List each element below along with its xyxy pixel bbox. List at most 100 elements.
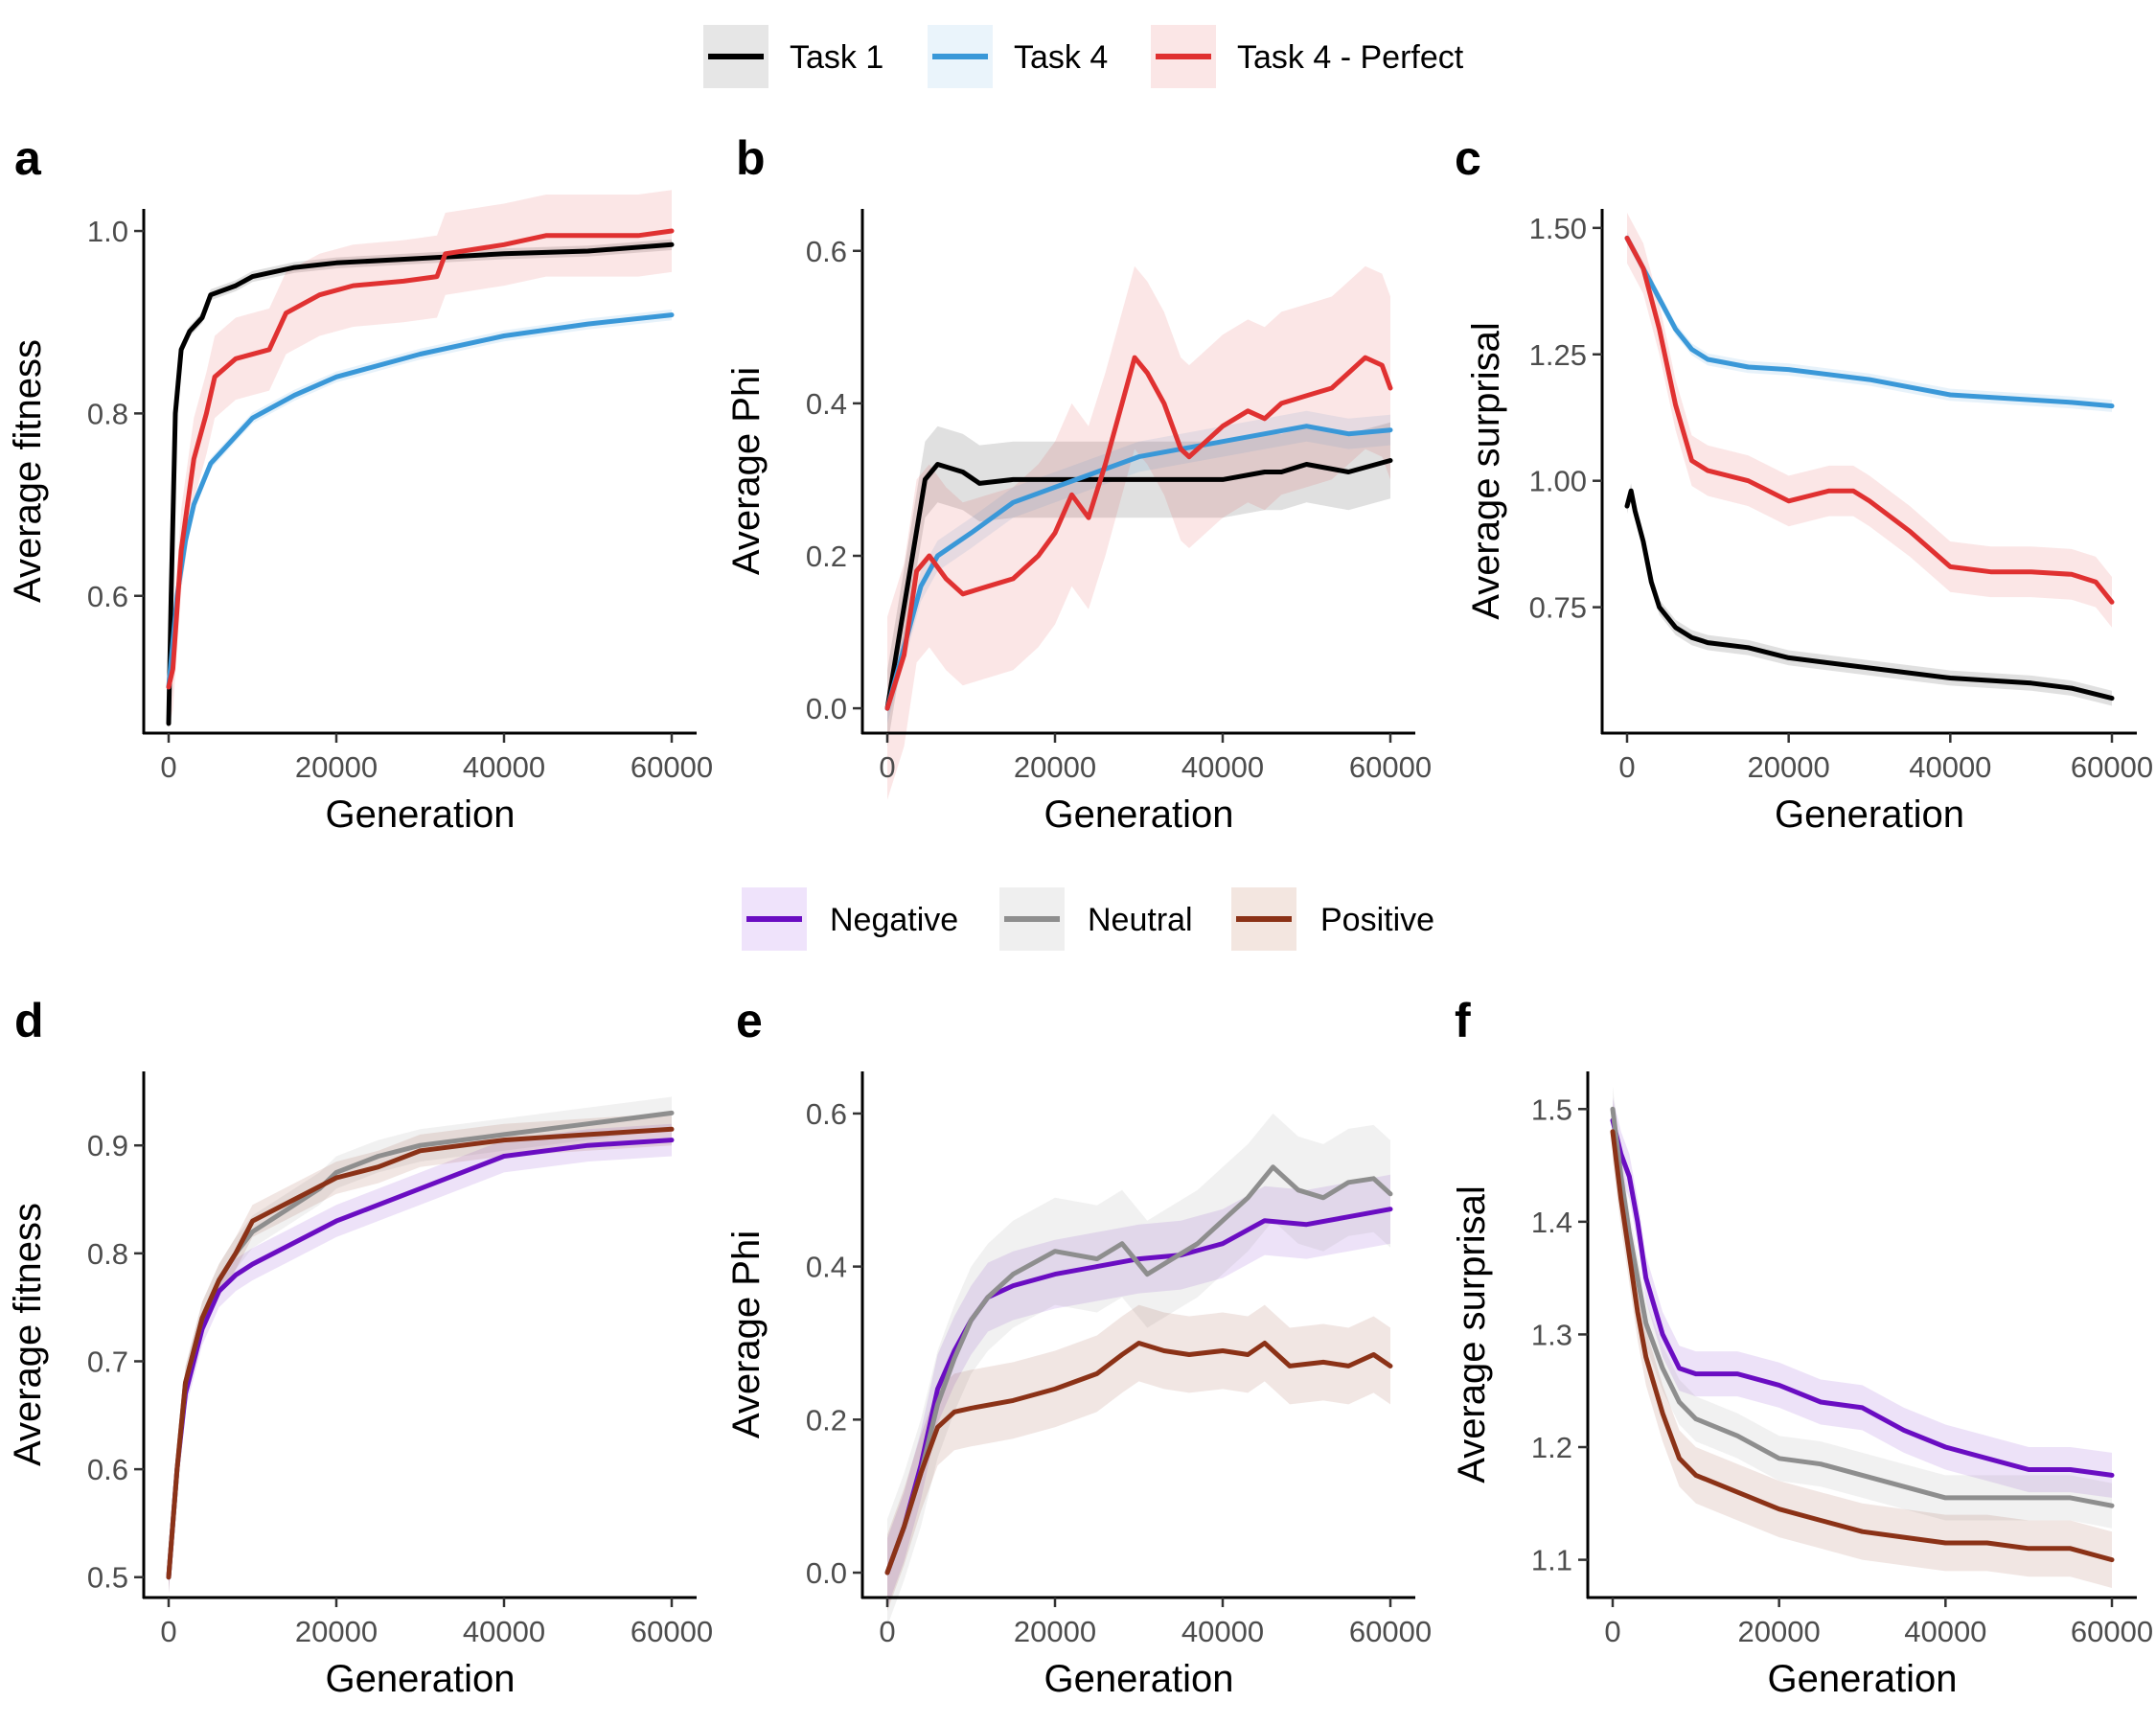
y-tick-label: 0.8	[87, 1237, 128, 1271]
x-tick-label: 0	[1604, 1615, 1620, 1648]
legend-item-task-1: Task 1	[703, 25, 883, 88]
series-line	[1624, 235, 2115, 409]
y-tick-label: 0.6	[87, 580, 128, 613]
y-axis-title: Average surprisal	[1465, 322, 1507, 620]
series-lines	[1610, 1106, 2115, 1563]
panel-e: e 0 20000 40000 60000 0.0 0.2 0.4 0.6 Generatio…	[725, 994, 1432, 1700]
y-tick-label: 1.5	[1531, 1092, 1572, 1126]
series-line	[884, 458, 1393, 711]
y-axis-title: Average fitness	[7, 339, 49, 603]
series-lines	[166, 1110, 675, 1580]
series-lines	[884, 355, 1393, 711]
x-tick-label: 60000	[1349, 1615, 1432, 1648]
y-tick-label: 0.6	[87, 1453, 128, 1486]
legend-item-neutral: Neutral	[999, 887, 1193, 951]
series-line	[166, 1126, 675, 1580]
series-line	[1624, 488, 2115, 702]
x-tick-label: 20000	[1014, 1615, 1096, 1648]
x-tick-label: 0	[160, 1615, 176, 1648]
panel-b: b 0 20000 40000 60000 0.0 0.2 0.4 0.6 Generatio…	[725, 131, 1432, 836]
series-line	[1610, 1129, 2115, 1563]
x-tick-label: 20000	[1748, 750, 1830, 784]
panel-letter: f	[1455, 994, 1471, 1047]
series-line	[166, 242, 675, 726]
series-line	[1610, 1117, 2115, 1478]
panel-letter: e	[736, 994, 763, 1047]
x-tick-label: 40000	[1909, 750, 1991, 784]
y-tick-label: 1.0	[87, 215, 128, 248]
x-tick-label: 20000	[1738, 1615, 1821, 1648]
panel-d: d 0 20000 40000 60000 0.5 0.6 0.7 0.8 0.9 Genera…	[7, 994, 713, 1700]
series-line	[1610, 1106, 2115, 1508]
series-line	[166, 1138, 675, 1580]
x-tick-label: 60000	[1349, 750, 1432, 784]
y-tick-label: 0.75	[1529, 591, 1587, 625]
legend-label: Neutral	[1088, 902, 1193, 938]
legend-tasks: Task 1 Task 4 Task 4 - Perfect	[703, 25, 1464, 88]
series-line	[166, 228, 675, 690]
panel-letter: d	[14, 994, 44, 1047]
x-tick-label: 40000	[1181, 750, 1264, 784]
x-axis-title: Generation	[1768, 1658, 1958, 1700]
series-line	[884, 1164, 1393, 1576]
confidence-band	[887, 410, 1390, 724]
axes: 0 20000 40000 60000 1.1 1.2 1.3 1.4 1.5	[1531, 1071, 2153, 1648]
axes: 0 20000 40000 60000 0.0 0.2 0.4 0.6	[806, 1071, 1432, 1648]
x-tick-label: 60000	[631, 750, 713, 784]
legend-label: Task 1	[790, 39, 883, 76]
panel-letter: a	[14, 131, 42, 185]
legend-item-task-4-perfect: Task 4 - Perfect	[1151, 25, 1464, 88]
y-tick-label: 1.3	[1531, 1318, 1572, 1351]
confidence-band	[169, 1096, 672, 1594]
y-tick-label: 0.2	[806, 540, 847, 573]
panel-f: f 0 20000 40000 60000 1.1 1.2 1.3 1.4 1.5 Genera…	[1451, 994, 2153, 1700]
series-line	[1624, 235, 2115, 605]
series-line	[166, 312, 675, 690]
y-axis-title: Average Phi	[725, 1230, 768, 1438]
legend-item-negative: Negative	[742, 887, 958, 951]
y-tick-label: 0.7	[87, 1345, 128, 1378]
confidence-band	[1613, 1097, 2112, 1498]
x-tick-label: 40000	[1904, 1615, 1986, 1648]
x-tick-label: 40000	[463, 750, 545, 784]
confidence-bands	[169, 190, 672, 729]
x-tick-label: 40000	[463, 1615, 545, 1648]
axes: 0 20000 40000 60000 0.6 0.8 1.0	[87, 209, 713, 784]
y-tick-label: 0.4	[806, 387, 847, 421]
x-axis-title: Generation	[1775, 794, 1964, 836]
x-axis-title: Generation	[326, 1658, 516, 1700]
y-tick-label: 0.8	[87, 397, 128, 430]
x-axis-title: Generation	[1044, 794, 1234, 836]
y-tick-label: 0.6	[806, 235, 847, 268]
panel-c: c 0 20000 40000 60000 0.75 1.00 1.25 1.50 Gener…	[1455, 131, 2153, 836]
confidence-band	[1627, 232, 2112, 412]
confidence-band	[887, 1304, 1390, 1611]
y-tick-label: 0.2	[806, 1403, 847, 1437]
x-tick-label: 20000	[1014, 750, 1096, 784]
confidence-band	[169, 190, 672, 728]
confidence-band	[1627, 483, 2112, 706]
panel-a: a 0 20000 40000 60000 0.6 0.8 1.0 Generation A…	[7, 131, 713, 836]
y-tick-label: 0.9	[87, 1129, 128, 1162]
x-tick-label: 40000	[1181, 1615, 1264, 1648]
confidence-bands	[1613, 1086, 2112, 1588]
x-tick-label: 0	[879, 1615, 895, 1648]
confidence-bands	[887, 265, 1390, 800]
axes: 0 20000 40000 60000 0.5 0.6 0.7 0.8 0.9	[87, 1071, 713, 1648]
y-tick-label: 1.25	[1529, 338, 1587, 372]
series-line	[884, 1341, 1393, 1576]
y-tick-label: 1.1	[1531, 1544, 1572, 1577]
series-line	[884, 424, 1393, 711]
series-lines	[166, 228, 675, 726]
legend-item-positive: Positive	[1231, 887, 1434, 951]
panel-letter: c	[1455, 131, 1481, 185]
panel-letter: b	[736, 131, 766, 185]
x-tick-label: 0	[1618, 750, 1635, 784]
y-tick-label: 1.50	[1529, 212, 1587, 245]
legend-label: Negative	[830, 902, 958, 938]
y-tick-label: 0.4	[806, 1251, 847, 1284]
series-lines	[1624, 235, 2115, 702]
series-lines	[884, 1164, 1393, 1576]
x-axis-title: Generation	[326, 794, 516, 836]
